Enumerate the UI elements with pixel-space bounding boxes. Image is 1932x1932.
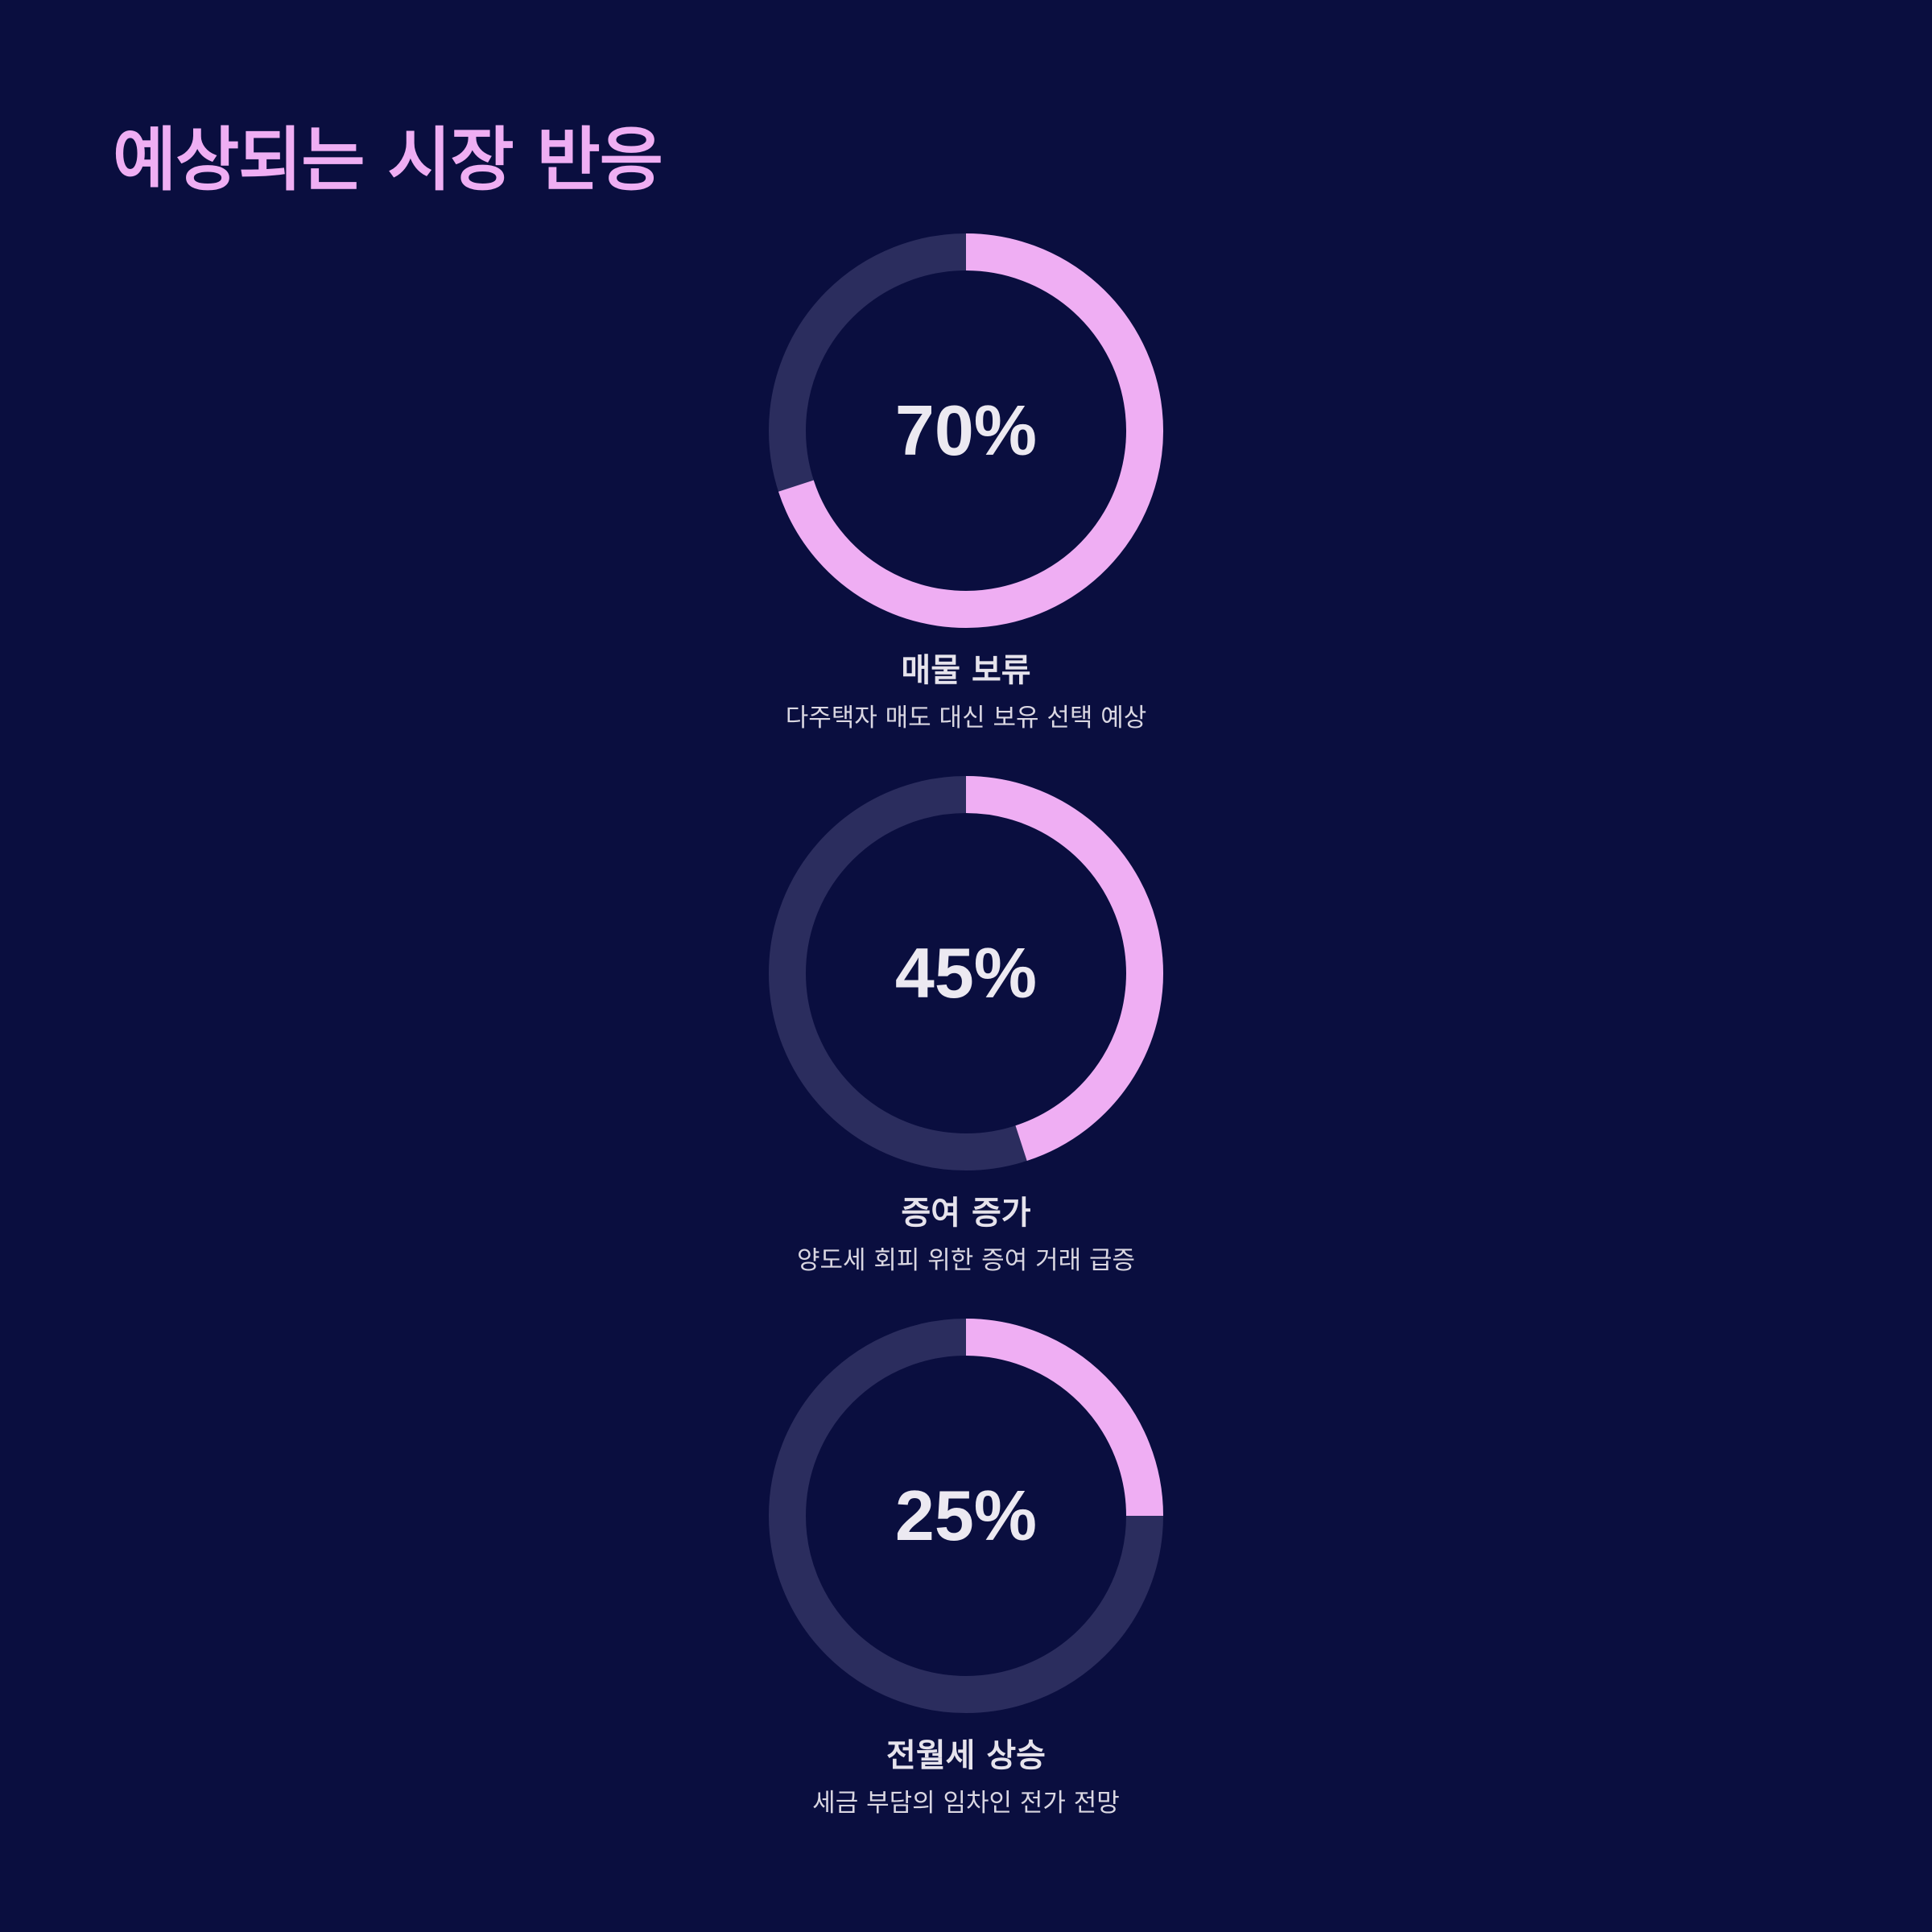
gauge-hold-listings: 70% 매물 보류 다주택자 매도 대신 보유 선택 예상 [0,233,1932,781]
gauge-value: 25% [894,1476,1038,1555]
gauge-ring-hold-listings [769,233,1163,628]
gauge-rent-rise: 25% 전월세 상승 세금 부담의 임차인 전가 전망 [0,1319,1932,1866]
gauge-gift-increase: 45% 증여 증가 양도세 회피 위한 증여 거래 급증 [0,776,1932,1323]
gauge-ring-rent-rise [769,1319,1163,1713]
gauge-description: 양도세 회피 위한 증여 거래 급증 [796,1246,1136,1275]
gauge-description: 다주택자 매도 대신 보유 선택 예상 [785,704,1147,733]
gauge-arc-hold-listings [778,233,1163,628]
page-title: 예상되는 시장 반응 [113,120,663,200]
gauge-value: 45% [894,933,1038,1013]
gauge-label: 매물 보류 [901,652,1031,689]
gauge-description: 세금 부담의 임차인 전가 전망 [812,1789,1120,1818]
gauge-value: 70% [894,390,1038,470]
gauge-arc-rent-rise [965,1319,1163,1517]
gauge-label: 증여 증가 [901,1195,1031,1232]
gauge-arc-gift-increase [965,776,1163,1161]
gauge-ring-gift-increase [769,776,1163,1170]
gauge-label: 전월세 상승 [886,1737,1046,1774]
